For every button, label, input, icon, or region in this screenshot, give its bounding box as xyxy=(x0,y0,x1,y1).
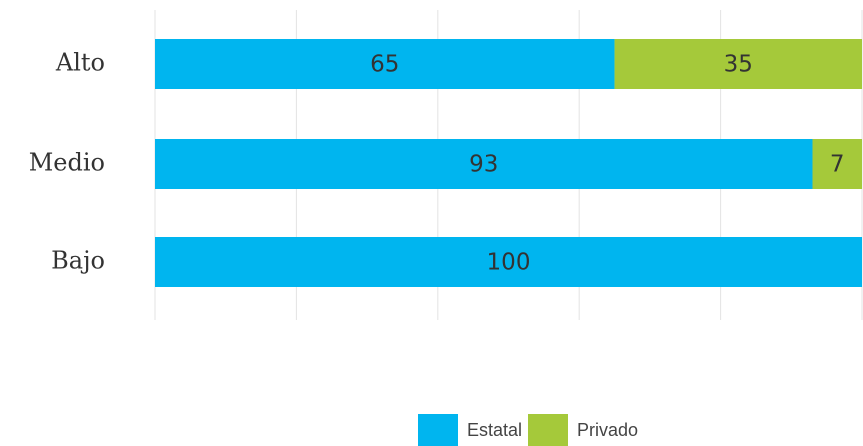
category-label: Medio xyxy=(29,149,105,177)
legend-label: Estatal xyxy=(467,420,522,440)
legend-swatch xyxy=(418,414,458,446)
bar-segment xyxy=(155,237,862,287)
category-label: Alto xyxy=(55,49,105,77)
bar-segment xyxy=(155,39,615,89)
value-label: 93 xyxy=(469,152,498,178)
value-label: 100 xyxy=(487,250,531,276)
bar-segment xyxy=(155,139,813,189)
bar-segment xyxy=(812,139,862,189)
category-label: Bajo xyxy=(51,247,105,275)
legend-label: Privado xyxy=(577,420,638,440)
value-label: 65 xyxy=(370,52,399,78)
value-label: 35 xyxy=(724,52,753,78)
value-label: 7 xyxy=(830,152,845,178)
legend-swatch xyxy=(528,414,568,446)
bar-segment xyxy=(614,39,862,89)
